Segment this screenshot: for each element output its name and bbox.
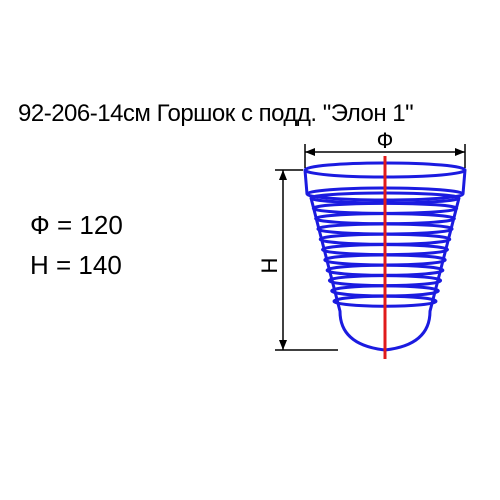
product-title: 92-206-14см Горшок с подд. "Элон 1": [18, 100, 413, 128]
svg-text:Ф: Ф: [377, 130, 394, 153]
dimension-h: H = 140: [30, 250, 122, 281]
pot-diagram: ФH: [260, 130, 470, 370]
svg-text:H: H: [260, 258, 282, 274]
dimension-phi: Ф = 120: [30, 210, 123, 241]
